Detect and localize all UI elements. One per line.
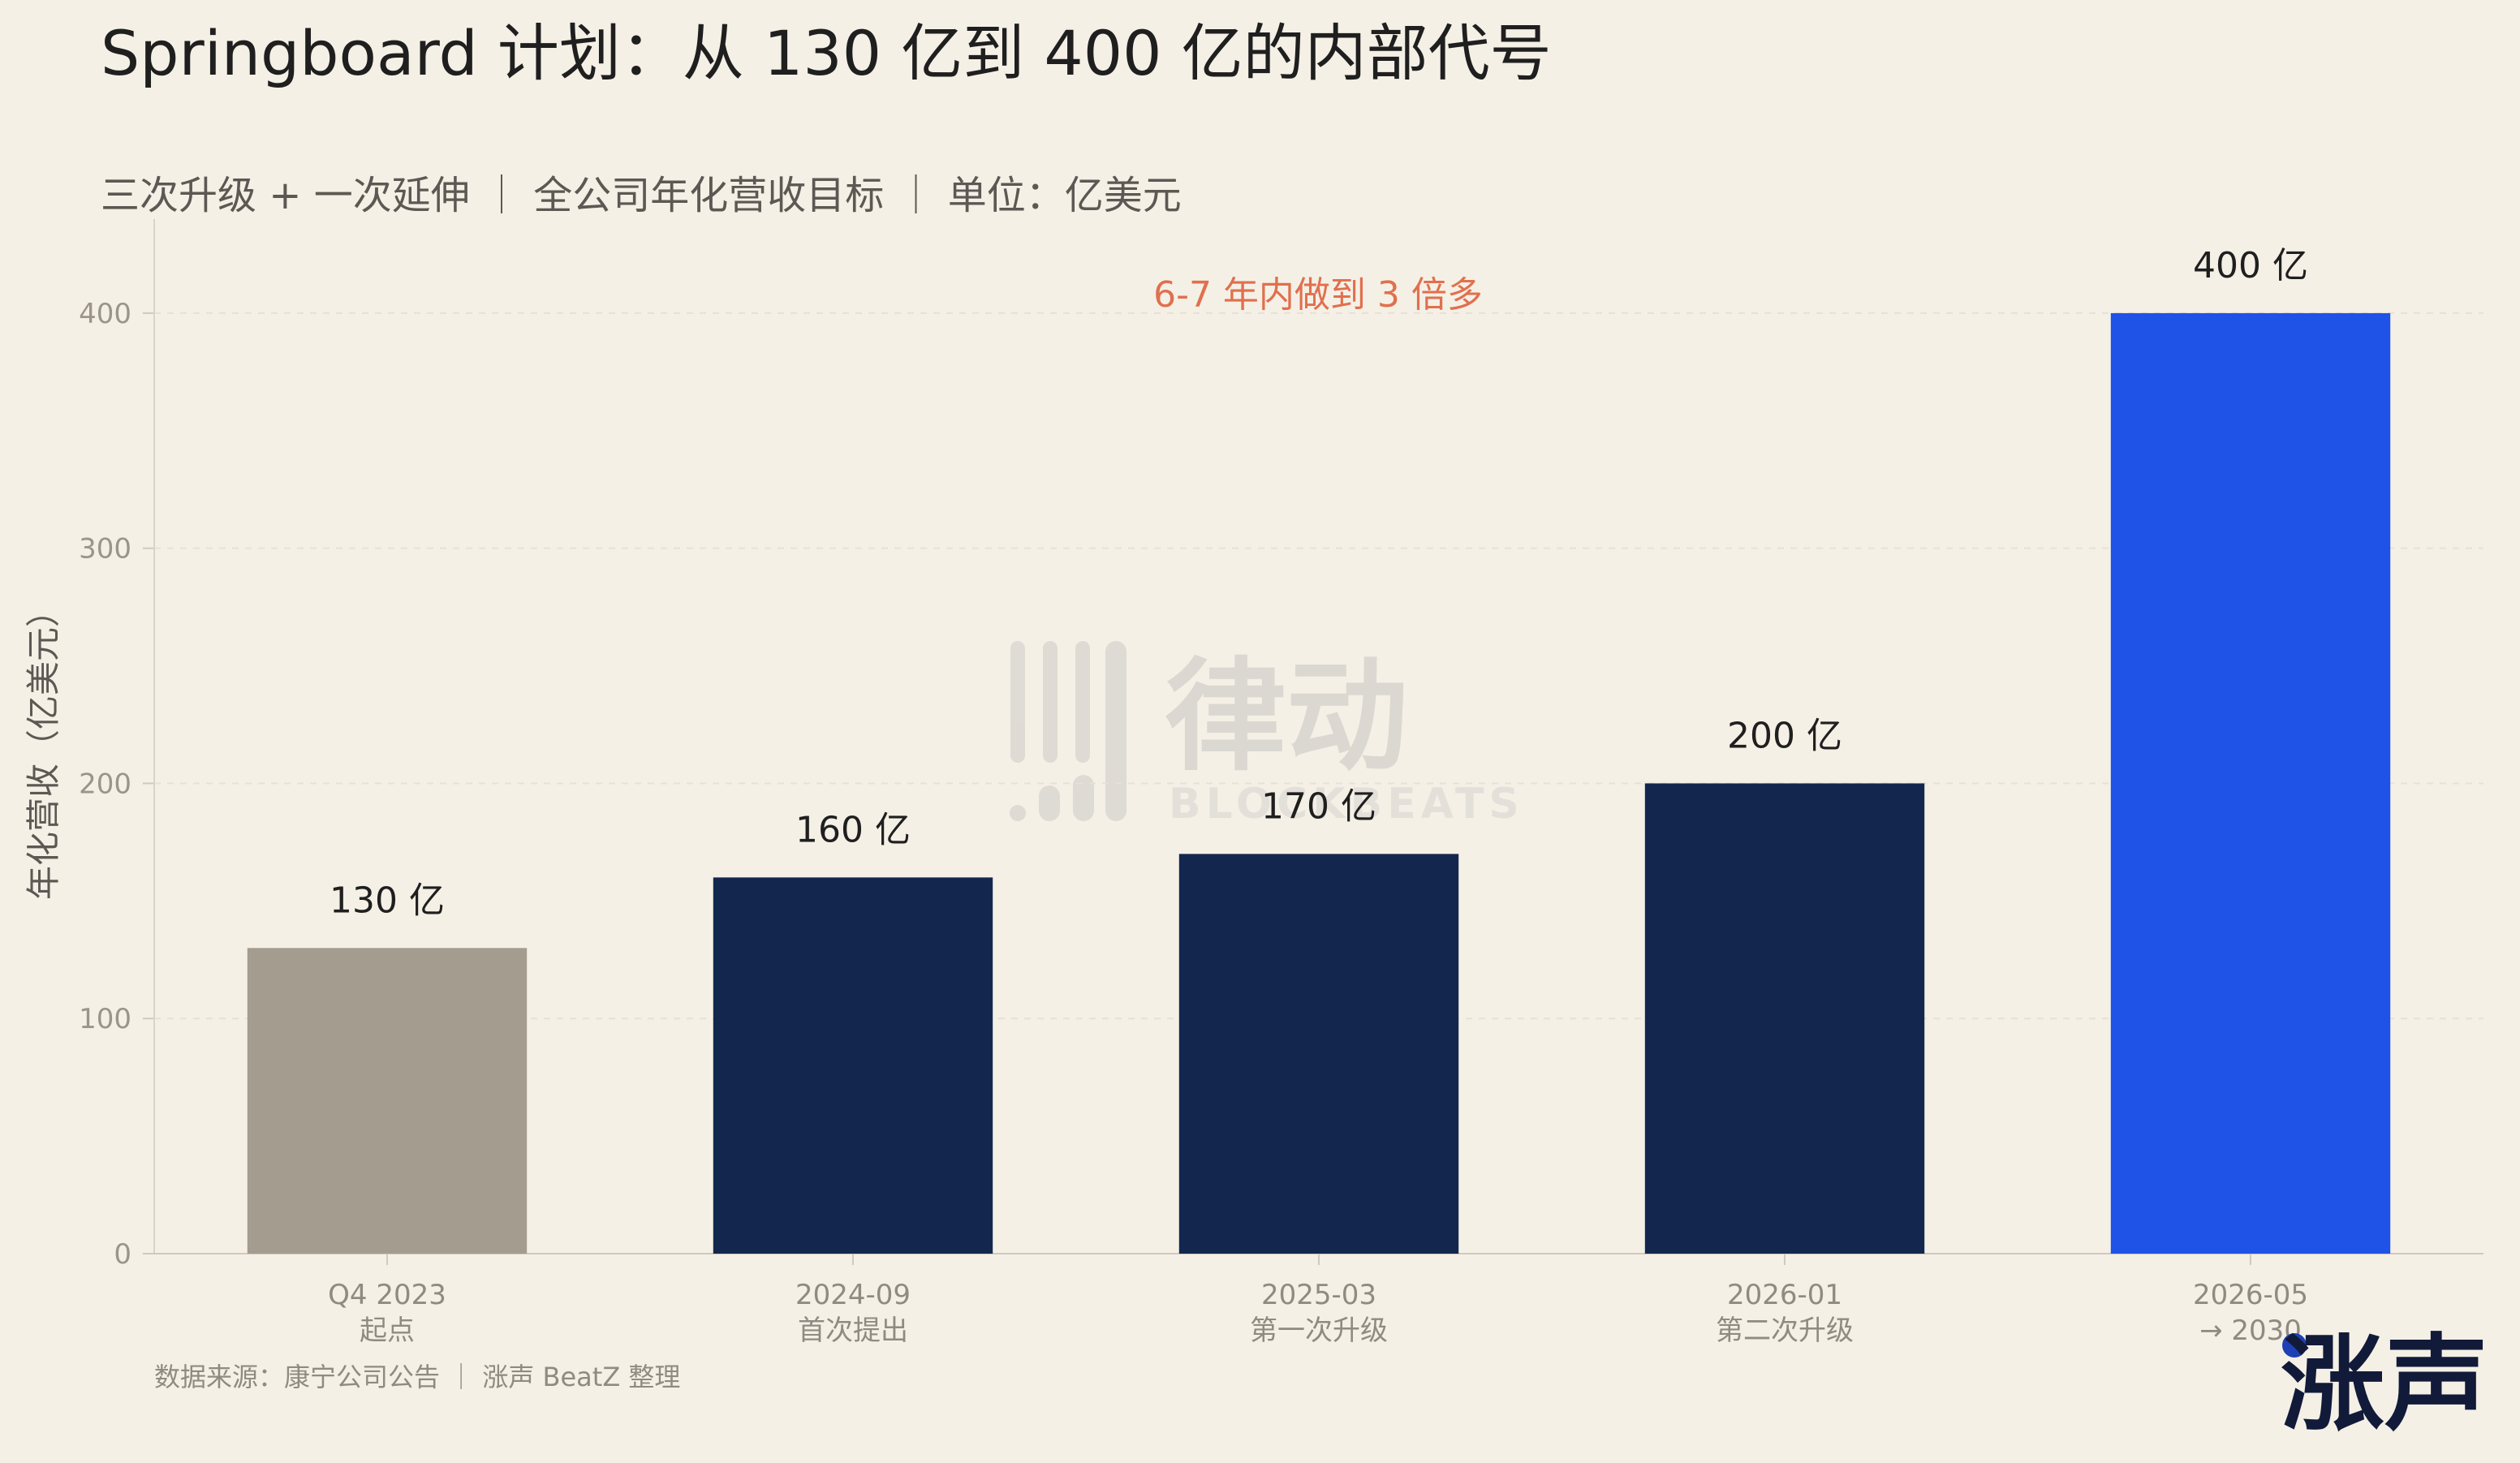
y-tick-label: 200 xyxy=(79,768,131,800)
y-tick-label: 0 xyxy=(114,1238,131,1271)
watermark-subtext: BLOCKBEATS xyxy=(1169,780,1524,828)
bar-value-label: 130 亿 xyxy=(330,880,445,921)
y-tick-labels: 0 100 200 300 400 xyxy=(79,298,131,1271)
bar-value-label: 200 亿 xyxy=(1727,715,1842,756)
x-tick-label: Q4 2023 xyxy=(328,1279,446,1311)
x-tick-label: 2026-05 xyxy=(2193,1279,2308,1311)
x-tick-sublabel: 第二次升级 xyxy=(1716,1315,1854,1347)
y-tick-label: 300 xyxy=(79,533,131,566)
bars xyxy=(247,312,2391,1254)
watermark-logo-icon xyxy=(1010,641,1126,821)
bar-value-label: 170 亿 xyxy=(1261,785,1376,827)
y-tick-label: 100 xyxy=(79,1003,131,1035)
x-tick-sublabel: 第一次升级 xyxy=(1250,1315,1388,1347)
watermark-text: 律动 xyxy=(1165,647,1408,788)
gridlines xyxy=(154,312,2483,1020)
y-axis-label: 年化营收（亿美元） xyxy=(24,593,63,900)
x-tick-label: 2025-03 xyxy=(1261,1279,1376,1311)
brand-name: 涨声 xyxy=(2281,1323,2488,1445)
bar-value-label: 160 亿 xyxy=(795,809,911,850)
x-tick-label: 2026-01 xyxy=(1727,1279,1842,1311)
bar-value-labels: 130 亿 160 亿 170 亿 200 亿 400 亿 xyxy=(330,245,2308,921)
brand-logo: 涨声 xyxy=(2281,1323,2488,1445)
bar xyxy=(1644,783,1925,1254)
chart-title: Springboard 计划：从 130 亿到 400 亿的内部代号 xyxy=(101,17,1552,89)
bar xyxy=(713,877,993,1254)
x-tick-label: 2024-09 xyxy=(795,1279,911,1311)
watermark: 律动 BLOCKBEATS xyxy=(1010,641,1524,828)
chart-subtitle: 三次升级 + 一次延伸 ｜ 全公司年化营收目标 ｜ 单位：亿美元 xyxy=(101,173,1182,218)
bar xyxy=(1178,854,1459,1254)
y-tick-label: 400 xyxy=(79,298,131,330)
bar xyxy=(247,948,528,1254)
growth-annotation: 6-7 年内做到 3 倍多 xyxy=(1153,274,1483,316)
bar-value-label: 400 亿 xyxy=(2193,245,2308,286)
x-tick-labels: Q4 2023 起点 2024-09 首次提出 2025-03 第一次升级 2026-01 第… xyxy=(328,1279,2308,1347)
bar xyxy=(2110,312,2391,1254)
source-note: 数据来源：康宁公司公告 ｜ 涨声 BeatZ 整理 xyxy=(154,1362,680,1392)
brand-dot-icon xyxy=(2282,1333,2307,1358)
x-tick-sublabel: 起点 xyxy=(360,1315,415,1347)
x-tick-sublabel: 首次提出 xyxy=(798,1315,908,1347)
